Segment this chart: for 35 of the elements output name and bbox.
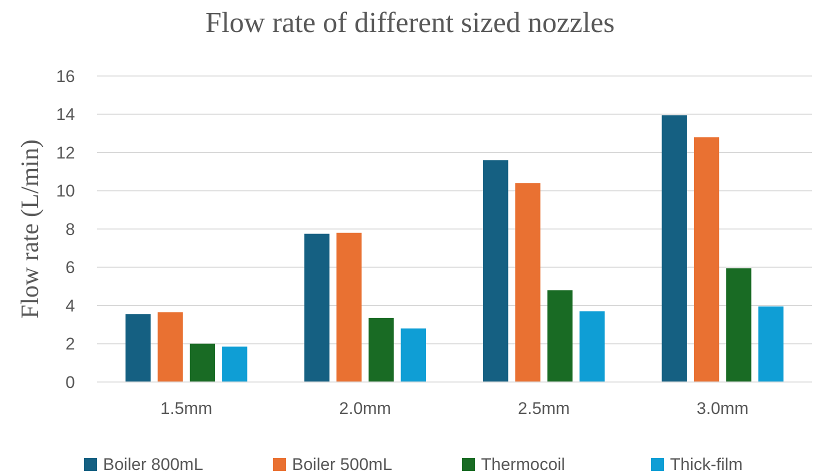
bar (304, 234, 330, 382)
bar (726, 268, 752, 382)
bar (158, 312, 183, 382)
x-tick-label: 1.5mm (160, 399, 212, 418)
y-tick-label: 2 (66, 334, 75, 354)
y-tick-label: 0 (66, 372, 75, 392)
y-axis-title: Flow rate (L/min) (17, 139, 44, 319)
y-tick-label: 8 (66, 220, 75, 239)
bar (400, 328, 426, 382)
bar (483, 160, 508, 382)
legend-label: Boiler 800mL (103, 455, 204, 474)
x-tick-label: 2.0mm (339, 399, 392, 418)
y-tick-label: 14 (56, 105, 75, 124)
bar (222, 346, 248, 382)
y-tick-label: 16 (56, 66, 75, 86)
bar (694, 137, 720, 382)
y-tick-label: 12 (56, 143, 75, 162)
y-tick-label: 10 (56, 182, 75, 201)
chart-title: Flow rate of different sized nozzles (205, 7, 615, 39)
x-tick-label: 2.5mm (518, 399, 570, 418)
bar (336, 232, 362, 382)
legend-label: Thermocoil (481, 455, 566, 474)
bar (126, 314, 151, 382)
bar (662, 115, 687, 382)
bar (547, 290, 573, 382)
bar (758, 306, 784, 382)
bar (190, 344, 216, 382)
y-tick-label: 4 (66, 296, 75, 316)
x-tick-label: 3.0mm (696, 399, 749, 418)
legend-label: Thick-film (670, 455, 743, 474)
bar (580, 311, 605, 382)
legend-label: Boiler 500mL (292, 455, 392, 474)
bar (368, 318, 394, 382)
bar (515, 183, 540, 382)
y-tick-label: 6 (66, 258, 75, 278)
